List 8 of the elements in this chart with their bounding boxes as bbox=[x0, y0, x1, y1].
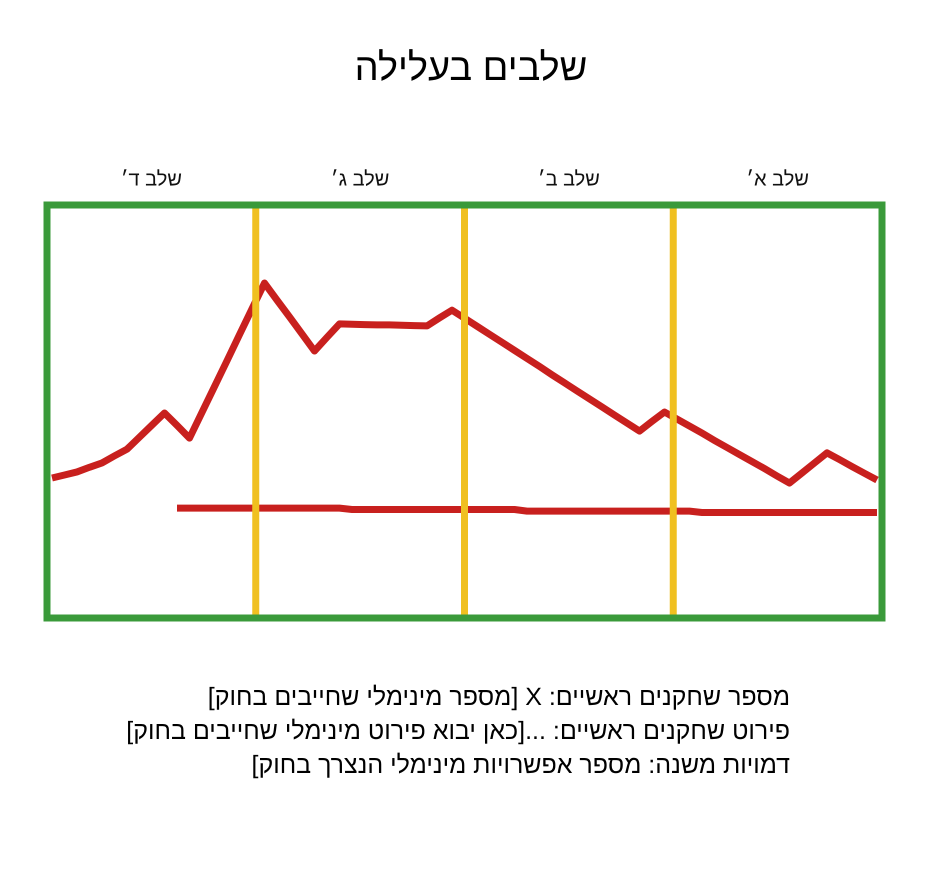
text: שלב ב׳ bbox=[538, 168, 600, 191]
text: שלב ג׳ bbox=[330, 168, 390, 191]
text: שלב ד׳ bbox=[120, 168, 182, 191]
text: מספר שחקנים ראשיים: X [מספר מינימלי שחייבים בחוק] bbox=[206, 682, 790, 713]
chart-title: שלבים בעלילה bbox=[354, 46, 588, 90]
text: דמויות משנה: מספר אפשרויות מינימלי הנצרך בחוק] bbox=[250, 750, 790, 781]
text: פירוט שחקנים ראשיים: ...[כאן יבוא פירוט מינימלי שחייבים בחוק] bbox=[125, 716, 790, 747]
text: שלב א׳ bbox=[746, 168, 809, 191]
